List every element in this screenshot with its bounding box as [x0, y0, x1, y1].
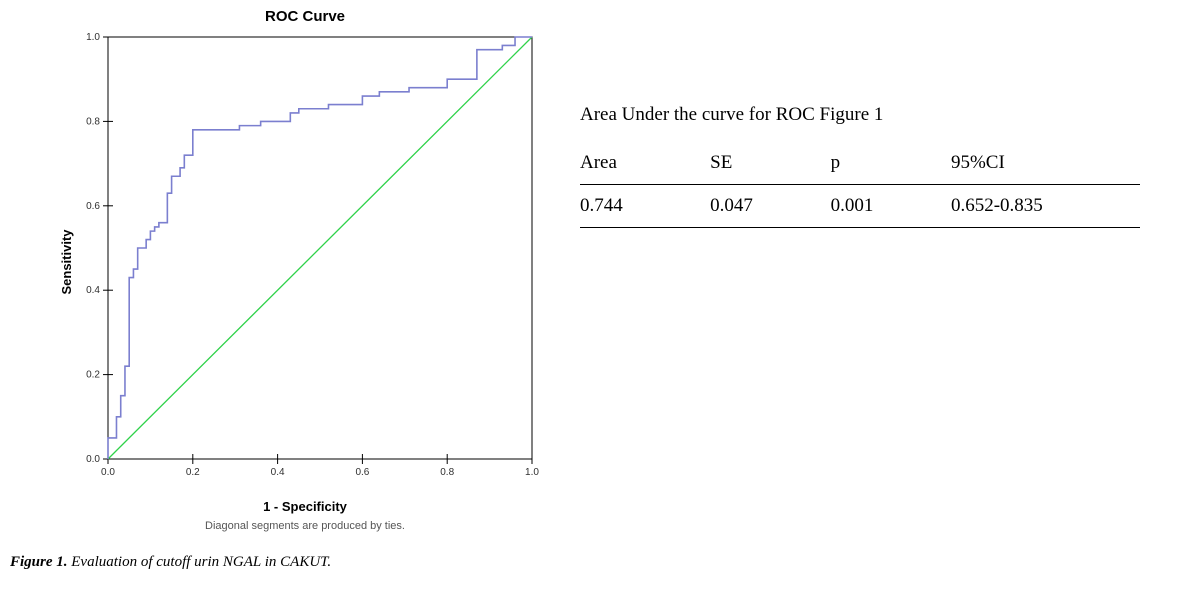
table-header-row: Area SE p 95%CI	[580, 142, 1140, 185]
auc-table-title: Area Under the curve for ROC Figure 1	[580, 104, 1160, 126]
cell-p: 0.001	[831, 185, 951, 228]
svg-text:1.0: 1.0	[525, 467, 539, 478]
svg-text:0.4: 0.4	[86, 285, 100, 296]
caption-text: Evaluation of cutoff urin NGAL in CAKUT.	[68, 554, 332, 570]
svg-text:0.6: 0.6	[86, 201, 100, 212]
svg-text:0.0: 0.0	[101, 467, 115, 478]
cell-se: 0.047	[710, 185, 830, 228]
roc-chart-svg: 0.0 0.2 0.4 0.6 0.8 1.0 0.0 0.2 0.4 0.6 0.8 1.0	[40, 27, 560, 497]
auc-table: Area SE p 95%CI 0.744 0.047 0.001 0.652-…	[580, 142, 1140, 228]
col-header-p: p	[831, 142, 951, 185]
svg-text:0.6: 0.6	[355, 467, 369, 478]
page: ROC Curve Sensitivity 0.0 0.2 0.4 0.6 0.8 1.0…	[0, 0, 1194, 613]
chart-ylabel: Sensitivity	[59, 229, 74, 294]
cell-area: 0.744	[580, 185, 710, 228]
svg-text:0.0: 0.0	[86, 454, 100, 465]
svg-text:0.8: 0.8	[440, 467, 454, 478]
col-header-ci: 95%CI	[951, 142, 1140, 185]
cell-ci: 0.652-0.835	[951, 185, 1140, 228]
auc-table-region: Area Under the curve for ROC Figure 1 Ar…	[580, 104, 1160, 228]
roc-chart-region: ROC Curve Sensitivity 0.0 0.2 0.4 0.6 0.8 1.0…	[40, 0, 560, 571]
col-header-area: Area	[580, 142, 710, 185]
chart-wrap: Sensitivity 0.00.20.40.60.81.00.00.20.40…	[40, 27, 560, 497]
col-header-se: SE	[710, 142, 830, 185]
chart-title: ROC Curve	[100, 8, 510, 25]
caption-label: Figure 1.	[10, 554, 68, 570]
svg-text:1.0: 1.0	[86, 32, 100, 43]
table-row: 0.744 0.047 0.001 0.652-0.835	[580, 185, 1140, 228]
svg-text:0.2: 0.2	[86, 370, 100, 381]
chart-xlabel: 1 - Specificity	[100, 499, 510, 514]
chart-footnote: Diagonal segments are produced by ties.	[100, 520, 510, 532]
svg-text:0.4: 0.4	[271, 467, 285, 478]
figure-caption: Figure 1. Evaluation of cutoff urin NGAL…	[10, 554, 560, 571]
svg-text:0.2: 0.2	[186, 467, 200, 478]
svg-text:0.8: 0.8	[86, 116, 100, 127]
